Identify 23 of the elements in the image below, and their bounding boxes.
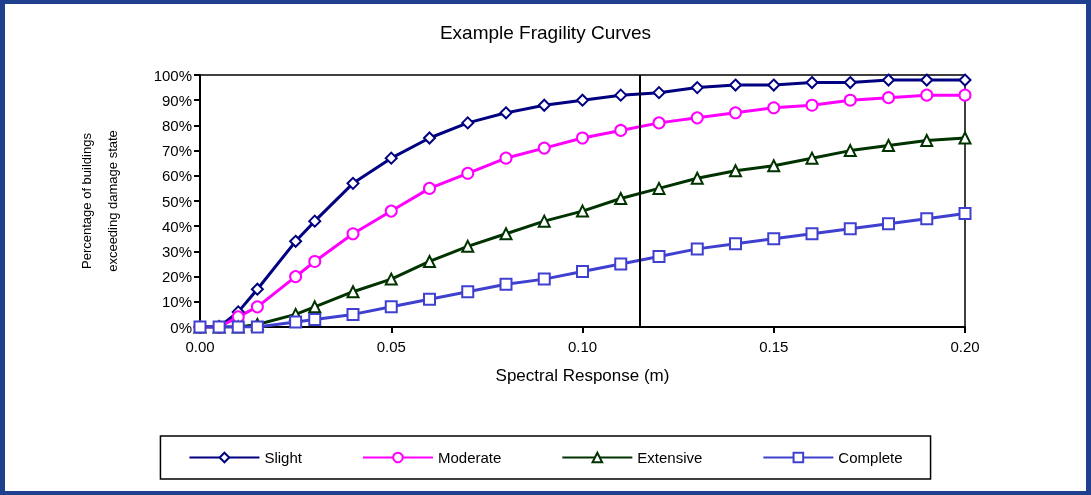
y-tick-label: 90% xyxy=(161,91,192,109)
x-tick-label: 0.05 xyxy=(376,338,406,355)
legend-label: Complete xyxy=(838,449,903,466)
chart-title: Example Fragility Curves xyxy=(439,22,652,43)
y-tick-label: 50% xyxy=(161,192,192,210)
y-tick-label: 100% xyxy=(153,66,192,84)
y-tick-label: 70% xyxy=(161,142,192,160)
y-tick-label: 40% xyxy=(161,217,192,235)
legend-label: Extensive xyxy=(637,449,703,466)
x-tick-label: 0.20 xyxy=(950,338,980,355)
x-tick-label: 0.15 xyxy=(759,338,789,355)
y-tick-label: 0% xyxy=(170,318,192,336)
x-tick-label: 0.10 xyxy=(567,338,598,355)
y-tick-label: 80% xyxy=(161,116,192,134)
y-tick-label: 60% xyxy=(161,167,192,185)
legend-label: Moderate xyxy=(437,449,502,466)
y-tick-label: 30% xyxy=(161,242,192,260)
x-tick-label: 0.00 xyxy=(185,338,215,355)
legend-label: Slight xyxy=(264,449,303,466)
y-tick-label: 20% xyxy=(161,268,192,286)
y-axis-title: Percentage of buildings exceeding damage state xyxy=(78,130,120,272)
x-axis-title: Spectral Response (m) xyxy=(495,366,670,385)
y-tick-label: 10% xyxy=(161,293,192,311)
